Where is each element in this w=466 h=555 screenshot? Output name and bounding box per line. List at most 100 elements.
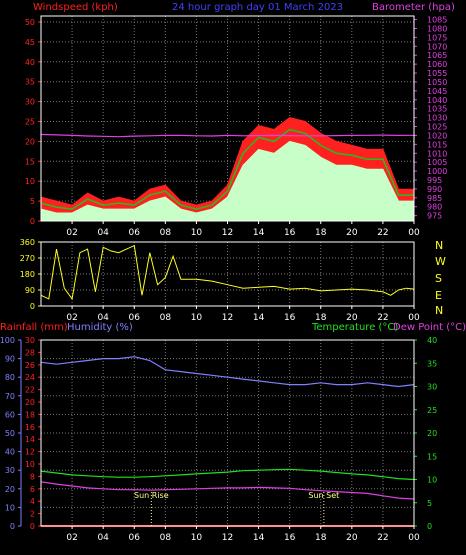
direction-panel-xtick-label: 18 <box>315 313 327 323</box>
temp-ytick-label: 10 <box>427 476 437 485</box>
humidity-ytick-label: 10 <box>5 503 15 512</box>
climate-panel-xtick-label: 16 <box>284 533 296 543</box>
baro-ytick-label: 1080 <box>427 24 447 33</box>
direction-line <box>40 244 415 301</box>
rain-ytick-label: 12 <box>25 448 35 457</box>
wind-panel-xtick-label: 04 <box>97 228 109 238</box>
rain-ytick-label: 14 <box>25 435 35 444</box>
wind-panel-xtick-label: 02 <box>66 228 77 238</box>
baro-ytick-label: 980 <box>427 203 442 212</box>
baro-ytick-label: 1005 <box>427 158 447 167</box>
baro-ytick-label: 1085 <box>427 16 447 25</box>
climate-panel-xtick-label: 10 <box>191 533 203 543</box>
wind-panel-xtick-label: 12 <box>222 228 233 238</box>
label-layer: Windspeed (kph) 24 hour graph day 01 Mar… <box>0 2 466 333</box>
sun-marker-label: Sun Rise <box>134 491 169 500</box>
direction-panel-xtick-label: 22 <box>377 313 388 323</box>
baro-ytick-label: 1070 <box>427 42 447 51</box>
direction-panel-xtick-label: 10 <box>191 313 203 323</box>
direction-panel-xtick-label: 02 <box>66 313 77 323</box>
humidity-ytick-label: 90 <box>5 355 15 364</box>
humidity-line <box>40 356 415 388</box>
baro-ytick-label: 1075 <box>427 33 447 42</box>
wind-ytick-label: 5 <box>30 197 35 206</box>
dew-point-line <box>40 481 415 500</box>
humidity-ytick-label: 60 <box>5 410 15 419</box>
climate-panel-xtick-label: 06 <box>129 533 141 543</box>
humidity-ytick-label: 30 <box>5 466 15 475</box>
rain-ytick-label: 2 <box>30 510 35 519</box>
direction-panel-xtick-label: 14 <box>253 313 265 323</box>
wind-ytick-label: 10 <box>25 177 35 186</box>
baro-axis-title: Barometer (hpa) <box>372 2 455 13</box>
rain-ytick-label: 18 <box>25 410 35 419</box>
compass-s: S <box>435 272 442 285</box>
rain-ytick-label: 24 <box>25 373 35 382</box>
baro-ytick-label: 1060 <box>427 60 447 69</box>
baro-ytick-label: 1020 <box>427 131 447 140</box>
average-area <box>40 140 415 221</box>
temperature-line <box>40 468 415 481</box>
wind-panel-xtick-label: 20 <box>346 228 358 238</box>
climate-panel-xtick-label: 14 <box>253 533 265 543</box>
wind-ytick-label: 20 <box>25 137 35 146</box>
baro-ytick-label: 1030 <box>427 114 447 123</box>
baro-ytick-label: 975 <box>427 212 442 221</box>
grid-layer <box>41 16 414 527</box>
baro-ytick-label: 985 <box>427 194 442 203</box>
climate-panel-xtick-label: 12 <box>222 533 233 543</box>
humidity-ytick-label: 40 <box>5 448 15 457</box>
climate-panel-xtick-label: 20 <box>346 533 358 543</box>
compass-w: W <box>435 255 446 268</box>
axis-layer: 0510152025303540455097598098599099510001… <box>0 15 447 543</box>
baro-ytick-label: 1010 <box>427 149 447 158</box>
rain-ytick-label: 16 <box>25 423 35 432</box>
wind-ytick-label: 40 <box>25 58 35 67</box>
baro-ytick-label: 1045 <box>427 87 447 96</box>
wind-panel-xtick-label: 16 <box>284 228 296 238</box>
direction-panel-xtick-label: 12 <box>222 313 233 323</box>
temp-ytick-label: 35 <box>427 359 437 368</box>
dir-ytick-label: 180 <box>20 270 35 279</box>
wind-panel-xtick-label: 10 <box>191 228 203 238</box>
direction-panel-xtick-label: 08 <box>160 313 172 323</box>
temp-ytick-label: 20 <box>427 429 437 438</box>
rain-ytick-label: 22 <box>25 386 35 395</box>
rain-ytick-label: 28 <box>25 348 35 357</box>
temp-ytick-label: 5 <box>427 499 432 508</box>
baro-ytick-label: 1055 <box>427 69 447 78</box>
wind-axis-title: Windspeed (kph) <box>33 2 118 13</box>
wind-panel-xtick-label: 00 <box>408 228 420 238</box>
barometer-line <box>40 133 415 138</box>
compass-n-top: N <box>435 239 443 252</box>
rain-ytick-label: 4 <box>30 497 35 506</box>
dew-axis-title: Dew Point (°C) <box>393 322 466 333</box>
climate-panel-xtick-label: 04 <box>97 533 109 543</box>
rain-ytick-label: 0 <box>30 522 35 531</box>
direction-panel-xtick-label: 06 <box>129 313 141 323</box>
rain-ytick-label: 8 <box>30 472 35 481</box>
dir-ytick-label: 90 <box>25 286 35 295</box>
direction-panel-xtick-label: 16 <box>284 313 296 323</box>
baro-ytick-label: 1065 <box>427 51 447 60</box>
wind-ytick-label: 45 <box>25 38 35 47</box>
dir-ytick-label: 270 <box>20 254 35 263</box>
wind-ytick-label: 25 <box>25 118 35 127</box>
wind-panel-xtick-label: 18 <box>315 228 327 238</box>
rain-axis-title: Rainfall (mm) <box>0 322 68 333</box>
wind-ytick-label: 15 <box>25 157 35 166</box>
compass-n-bottom: N <box>435 304 443 317</box>
climate-panel-xtick-label: 22 <box>377 533 388 543</box>
direction-panel-xtick-label: 00 <box>408 313 420 323</box>
dir-ytick-label: 360 <box>20 238 35 247</box>
humidity-ytick-label: 80 <box>5 373 15 382</box>
rain-ytick-label: 20 <box>25 398 35 407</box>
chart-title: 24 hour graph day 01 March 2023 <box>172 2 343 13</box>
temp-ytick-label: 25 <box>427 406 437 415</box>
rain-ytick-label: 26 <box>25 361 35 370</box>
direction-panel-xtick-label: 04 <box>97 313 109 323</box>
temp-axis-title: Temperature (°C) <box>311 322 398 333</box>
humidity-ytick-label: 0 <box>10 522 15 531</box>
temp-ytick-label: 15 <box>427 452 437 461</box>
rain-ytick-label: 6 <box>30 485 35 494</box>
